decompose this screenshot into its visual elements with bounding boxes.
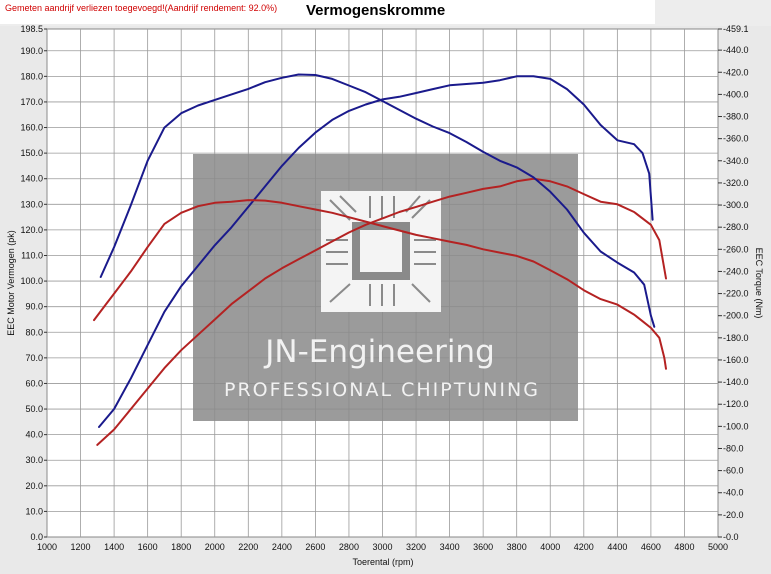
x-axis-ticks: 1000 1200 1400 1600 1800 2000 2200 2400 2600 2800… [37,542,728,552]
x-tick-label: 2800 [339,542,359,552]
y-left-tick-label: 80.0 [25,327,43,337]
x-tick-label: 1000 [37,542,57,552]
y-right-tick-label: -80.0 [723,443,744,453]
series-line-power-red [96,177,667,446]
y-left-tick-label: 50.0 [25,404,43,414]
x-tick-label: 1400 [104,542,124,552]
y-left-tick-label: 130.0 [20,199,43,209]
y-left-tick-label: 180.0 [20,71,43,81]
y-right-tick-label: -459.1 [723,24,749,34]
y-right-tick-label: -20.0 [723,510,744,520]
y-right-tick-label: -240.0 [723,266,749,276]
y-axis-right-label: EEC Torque (Nm) [754,248,764,319]
y-left-tick-label: 60.0 [25,378,43,388]
y-left-tick-label: 90.0 [25,302,43,312]
x-tick-label: 1600 [138,542,158,552]
y-left-tick-label: 10.0 [25,506,43,516]
x-tick-label: 4200 [574,542,594,552]
y-right-tick-label: -280.0 [723,222,749,232]
y-right-tick-label: -300.0 [723,200,749,210]
y-left-tick-label: 100.0 [20,276,43,286]
y-left-tick-label: 198.5 [20,24,43,34]
y-left-tick-label: 0.0 [30,532,43,542]
y-right-tick-label: -220.0 [723,289,749,299]
y-left-tick-label: 140.0 [20,174,43,184]
y-right-tick-label: -340.0 [723,156,749,166]
x-tick-label: 2400 [272,542,292,552]
x-tick-label: 3600 [473,542,493,552]
y-right-tick-label: -160.0 [723,355,749,365]
x-tick-label: 4000 [540,542,560,552]
x-tick-label: 3000 [372,542,392,552]
x-tick-label: 3400 [440,542,460,552]
x-tick-label: 5000 [708,542,728,552]
y-left-tick-label: 30.0 [25,455,43,465]
y-right-tick-label: -380.0 [723,112,749,122]
y-left-tick-label: 110.0 [21,250,43,260]
series-group [93,73,667,446]
y-right-tick-label: -60.0 [723,466,744,476]
x-tick-label: 1200 [71,542,91,552]
x-tick-label: 2200 [238,542,258,552]
title-bar: Gemeten aandrijf verliezen toegevoegd!(A… [0,0,771,26]
y-right-tick-label: -120.0 [723,399,749,409]
y-right-tick-label: -0.0 [723,532,739,542]
y-right-tick-label: -400.0 [723,89,749,99]
y-right-tick-label: -420.0 [723,67,749,77]
x-tick-label: 4800 [674,542,694,552]
y-left-tick-label: 170.0 [20,97,43,107]
x-tick-label: 1800 [171,542,191,552]
x-tick-label: 2000 [205,542,225,552]
chart-title: Vermogenskromme [306,2,446,19]
y-right-tick-label: -260.0 [723,244,749,254]
series-line-torque-red [93,199,667,370]
x-tick-label: 3800 [507,542,527,552]
y-right-tick-label: -180.0 [723,333,749,343]
y-left-tick-label: 160.0 [20,123,43,133]
series-line-power-blue [98,75,654,428]
x-tick-label: 2600 [305,542,325,552]
watermark: JN-Engineering PROFESSIONAL CHIPTUNING [193,154,578,421]
y-left-tick-label: 150.0 [20,148,43,158]
y-axis-left-label: EEC Motor Vermogen (pk) [6,230,16,336]
y-right-tick-label: -360.0 [723,134,749,144]
x-tick-label: 4600 [641,542,661,552]
watermark-line2: PROFESSIONAL CHIPTUNING [224,379,540,401]
y-right-tick-label: -40.0 [723,488,744,498]
y-left-tick-label: 20.0 [25,481,43,491]
y-right-tick-label: -140.0 [723,377,749,387]
y-left-tick-label: 40.0 [25,430,43,440]
right-axis-ticks: -0.0 -20.0 -40.0 -60.0 -80.0 -100.0 -120.0 -140… [718,24,749,542]
series-line-torque-blue [99,73,656,328]
title-box [0,0,655,24]
y-left-tick-label: 120.0 [20,225,43,235]
chip-logo-icon [321,191,441,312]
y-right-tick-label: -320.0 [723,178,749,188]
y-right-tick-label: -100.0 [723,421,749,431]
watermark-line1: JN-Engineering [263,334,495,370]
x-tick-label: 3200 [406,542,426,552]
x-tick-label: 4400 [607,542,627,552]
y-right-tick-label: -200.0 [723,311,749,321]
x-axis-label: Toerental (rpm) [352,557,413,567]
y-left-tick-label: 70.0 [25,353,43,363]
y-left-tick-label: 190.0 [20,46,43,56]
y-right-tick-label: -440.0 [723,45,749,55]
left-axis-ticks: 0.0 10.0 20.0 30.0 40.0 50.0 60.0 70.0 80.0 90.0 1… [20,24,47,542]
drivetrain-loss-notice: Gemeten aandrijf verliezen toegevoegd!(A… [5,3,278,13]
